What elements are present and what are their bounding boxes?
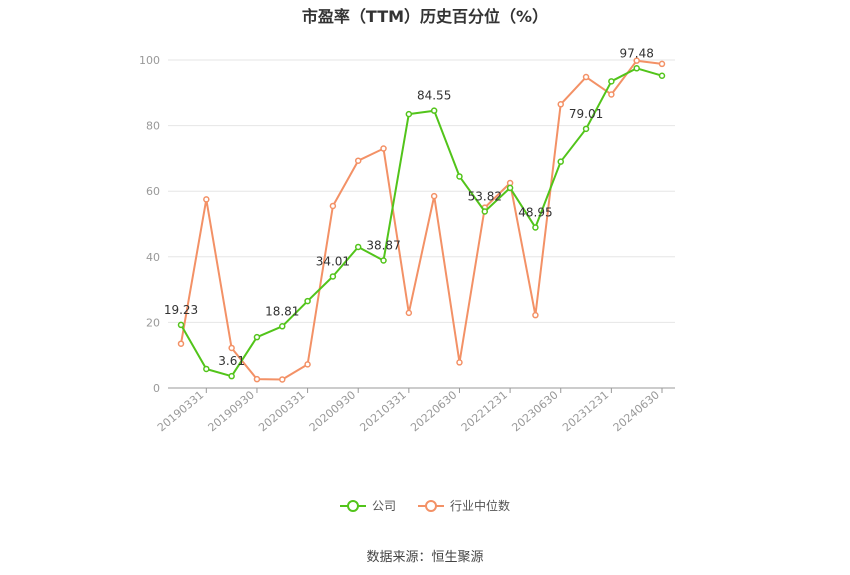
- data-point-industry-median-16[interactable]: [582, 73, 590, 81]
- x-tick-label-20190331: 20190331: [155, 388, 206, 434]
- legend-item-company[interactable]: 公司: [339, 497, 396, 514]
- data-point-industry-median-1[interactable]: [203, 196, 210, 203]
- data-point-company-13[interactable]: [506, 184, 514, 192]
- data-point-company-7[interactable]: [354, 243, 362, 251]
- data-point-industry-median-3[interactable]: [253, 375, 261, 383]
- data-label-company-12: 53.82: [468, 189, 502, 203]
- data-point-industry-median-4[interactable]: [279, 376, 286, 383]
- data-point-company-11[interactable]: [456, 173, 463, 180]
- data-point-industry-median-2[interactable]: [228, 344, 235, 352]
- data-point-industry-median-10[interactable]: [430, 192, 438, 200]
- data-point-company-3[interactable]: [253, 333, 261, 341]
- data-point-industry-median-8[interactable]: [380, 145, 387, 152]
- data-point-company-14[interactable]: [532, 224, 539, 231]
- data-point-industry-median-0[interactable]: [177, 340, 185, 347]
- line-chart: 0 20 40 60 80 100 20190331 20190930 20200331 2020…: [139, 46, 675, 434]
- data-label-company-4: 18.81: [265, 304, 299, 318]
- y-tick-label-100: 100: [139, 54, 160, 67]
- data-point-company-17[interactable]: [608, 78, 615, 85]
- data-point-industry-median-19[interactable]: [658, 60, 666, 68]
- data-point-company-5[interactable]: [304, 297, 311, 305]
- data-point-industry-median-17[interactable]: [608, 91, 615, 98]
- data-point-company-15[interactable]: [557, 158, 564, 165]
- data-point-company-10[interactable]: [430, 107, 438, 114]
- data-label-company-8: 38.87: [366, 239, 400, 253]
- y-tick-label-0: 0: [153, 382, 160, 395]
- data-point-industry-median-5[interactable]: [304, 361, 311, 368]
- x-tick-label-20231231: 20231231: [560, 388, 611, 434]
- data-point-company-4[interactable]: [279, 323, 286, 330]
- y-tick-label-80: 80: [146, 120, 160, 133]
- x-tick-label-20240630: 20240630: [611, 388, 662, 434]
- data-label-company-14: 48.95: [518, 205, 552, 219]
- x-tick-label-20200331: 20200331: [256, 388, 307, 434]
- data-source-note: 数据来源：恒生聚源: [366, 550, 484, 565]
- data-point-industry-median-11[interactable]: [456, 359, 463, 366]
- legend-item-industry-median[interactable]: 行业中位数: [418, 497, 510, 514]
- x-tick-label-20200930: 20200930: [307, 388, 358, 434]
- data-point-company-12[interactable]: [481, 208, 489, 215]
- data-label-company-16: 79.01: [569, 107, 603, 121]
- data-label-company-6: 34.01: [316, 254, 350, 268]
- legend-swatch-company: [339, 499, 366, 512]
- data-label-company-0: 19.23: [164, 303, 198, 317]
- x-tick-label-20210331: 20210331: [358, 388, 409, 434]
- series-line-company: [180, 67, 663, 378]
- data-point-company-16[interactable]: [582, 125, 590, 133]
- data-point-industry-median-14[interactable]: [532, 311, 539, 319]
- data-point-company-19[interactable]: [658, 72, 666, 79]
- data-point-company-2[interactable]: [228, 372, 235, 380]
- data-point-company-1[interactable]: [203, 365, 210, 373]
- data-label-company-10: 84.55: [417, 89, 451, 103]
- data-point-company-0[interactable]: [177, 321, 185, 329]
- x-tick-label-20230630: 20230630: [509, 388, 560, 434]
- x-tick-label-20221231: 20221231: [459, 388, 510, 434]
- data-point-industry-median-7[interactable]: [354, 157, 362, 164]
- data-point-industry-median-6[interactable]: [329, 202, 337, 210]
- data-label-company-18: 97.48: [620, 46, 654, 60]
- chart-legend: 公司 行业中位数: [0, 497, 850, 514]
- y-tick-label-60: 60: [146, 185, 160, 198]
- data-point-company-18[interactable]: [633, 65, 640, 72]
- y-tick-label-40: 40: [146, 251, 160, 264]
- data-label-company-2: 3.61: [218, 354, 245, 368]
- data-point-company-9[interactable]: [405, 110, 413, 118]
- chart-title: 市盈率（TTM）历史百分位（%）: [301, 7, 549, 26]
- legend-label-company: 公司: [371, 499, 396, 513]
- data-point-industry-median-18[interactable]: [633, 57, 640, 64]
- data-point-company-8[interactable]: [380, 257, 387, 264]
- data-point-company-6[interactable]: [329, 273, 337, 280]
- data-point-industry-median-9[interactable]: [405, 309, 413, 317]
- legend-swatch-industry-median: [418, 499, 444, 512]
- series-line-industry-median: [180, 59, 663, 381]
- legend-label-industry-median: 行业中位数: [450, 499, 511, 513]
- data-point-industry-median-15[interactable]: [557, 101, 564, 108]
- y-tick-label-20: 20: [146, 316, 160, 329]
- x-tick-label-20190930: 20190930: [206, 388, 257, 434]
- x-tick-label-20220630: 20220630: [408, 388, 459, 434]
